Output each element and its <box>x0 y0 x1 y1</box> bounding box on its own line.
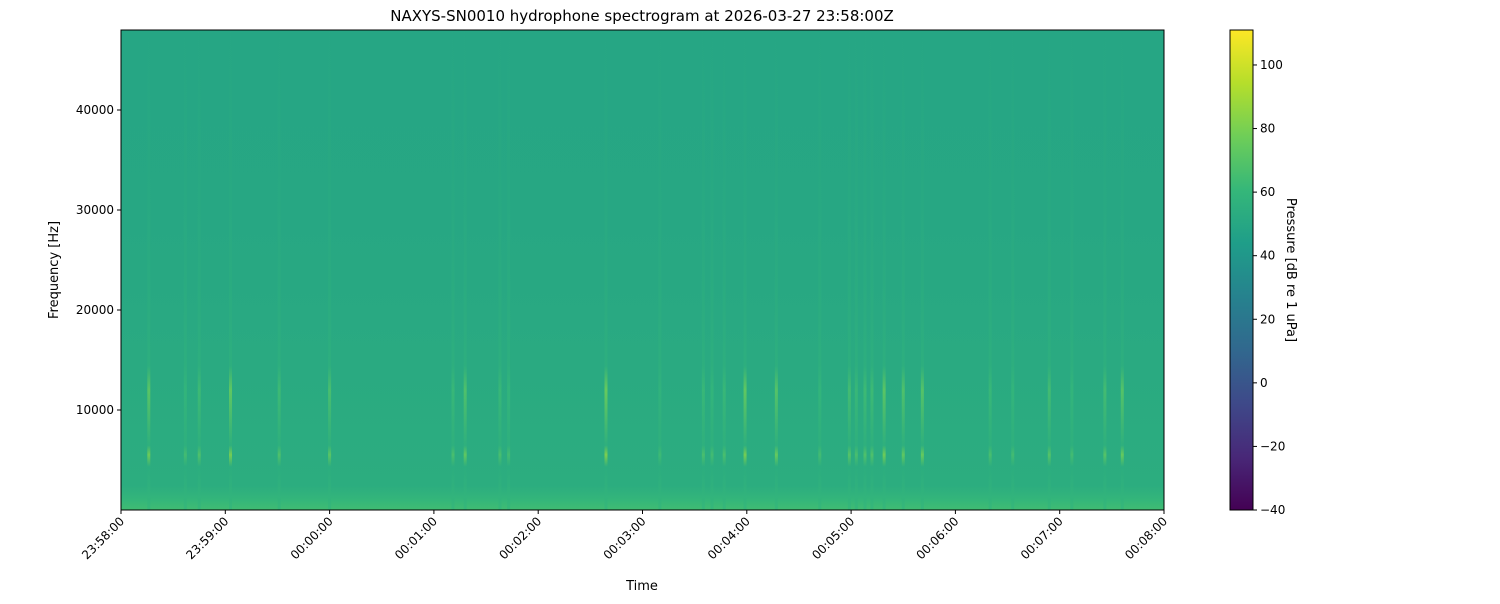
y-tick-label: 10000 <box>76 403 114 417</box>
event-streak <box>147 30 151 510</box>
spectrogram-plot <box>121 30 1164 510</box>
spectrogram-background <box>121 30 1164 510</box>
x-tick-label: 00:00:00 <box>288 514 336 562</box>
event-streak <box>451 30 455 510</box>
event-streak <box>277 30 281 510</box>
event-streak <box>183 30 187 510</box>
y-axis: 10000 20000 30000 40000 <box>76 103 121 417</box>
x-axis: 23:58:00 23:59:00 00:00:00 00:01:00 00:02:00… <box>79 510 1170 562</box>
event-streak <box>1103 30 1107 510</box>
colorbar-tick-label: −40 <box>1260 503 1285 517</box>
event-streak <box>1011 30 1015 510</box>
event-streak <box>988 30 992 510</box>
event-streak <box>901 30 905 510</box>
event-streak <box>229 30 233 510</box>
colorbar <box>1229 29 1254 511</box>
x-tick-label: 00:02:00 <box>496 514 544 562</box>
colorbar-axis: −40 −20 0 20 40 60 80 100 <box>1253 58 1285 517</box>
colorbar-tick-label: 20 <box>1260 312 1275 326</box>
event-streak <box>701 30 705 510</box>
y-tick-label: 40000 <box>76 103 114 117</box>
event-streak <box>507 30 511 510</box>
colorbar-tick-label: 60 <box>1260 185 1275 199</box>
colorbar-tick-label: 80 <box>1260 122 1275 136</box>
event-streak <box>920 30 924 510</box>
event-streak <box>463 30 467 510</box>
event-streak <box>854 30 858 510</box>
event-streak <box>847 30 851 510</box>
event-streak <box>870 30 874 510</box>
x-tick-label: 00:04:00 <box>705 514 753 562</box>
colorbar-tick-label: −20 <box>1260 439 1285 453</box>
event-streak <box>1120 30 1124 510</box>
x-tick-label: 23:58:00 <box>79 514 127 562</box>
event-streak <box>774 30 778 510</box>
colorbar-tick-label: 0 <box>1260 376 1268 390</box>
y-tick-label: 20000 <box>76 303 114 317</box>
event-streak <box>498 30 502 510</box>
x-axis-label: Time <box>625 579 658 594</box>
x-tick-label: 00:03:00 <box>601 514 649 562</box>
event-streak <box>863 30 867 510</box>
x-tick-label: 23:59:00 <box>183 514 231 562</box>
chart-title: NAXYS-SN0010 hydrophone spectrogram at 2… <box>390 7 894 25</box>
event-streak <box>818 30 822 510</box>
x-tick-label: 00:08:00 <box>1122 514 1170 562</box>
colorbar-label: Pressure [dB re 1 uPa] <box>1283 198 1298 342</box>
colorbar-tick-label: 100 <box>1260 58 1283 72</box>
event-streak <box>604 30 608 510</box>
event-streak <box>658 30 662 510</box>
event-streak <box>1047 30 1051 510</box>
x-tick-label: 00:05:00 <box>809 514 857 562</box>
x-tick-label: 00:06:00 <box>914 514 962 562</box>
event-streak <box>710 30 714 510</box>
event-streak <box>722 30 726 510</box>
colorbar-tick-label: 40 <box>1260 249 1275 263</box>
event-streak <box>1070 30 1074 510</box>
x-tick-label: 00:01:00 <box>392 514 440 562</box>
event-streak <box>743 30 747 510</box>
x-tick-label: 00:07:00 <box>1018 514 1066 562</box>
event-streak <box>197 30 201 510</box>
event-streak <box>328 30 332 510</box>
y-tick-label: 30000 <box>76 203 114 217</box>
event-streak <box>882 30 886 510</box>
y-axis-label: Frequency [Hz] <box>47 221 62 319</box>
